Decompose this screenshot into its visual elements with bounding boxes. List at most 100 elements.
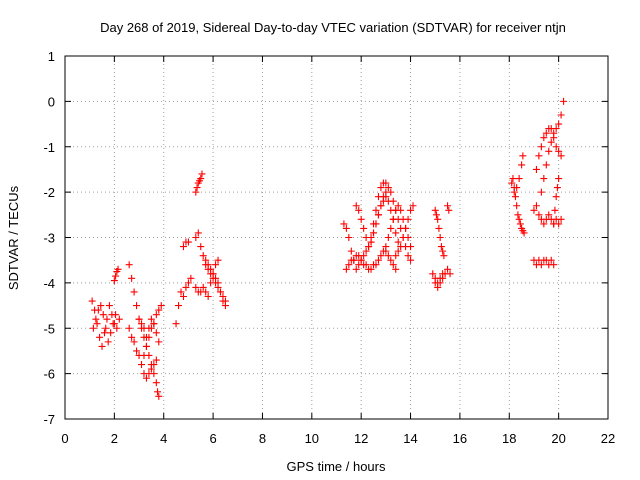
data-point-plus: [152, 329, 160, 337]
data-point-plus: [207, 265, 215, 273]
data-point-plus: [147, 365, 155, 373]
data-point-plus: [518, 161, 526, 169]
data-point-plus: [555, 147, 563, 155]
data-point-plus: [204, 261, 212, 269]
data-point-plus: [110, 277, 118, 285]
series-arc-7: [140, 302, 165, 359]
data-point-plus: [214, 256, 222, 264]
data-point-plus: [157, 302, 165, 310]
series-arc-26: [530, 256, 558, 269]
x-tick-label: 4: [160, 431, 167, 446]
data-point-plus: [545, 211, 553, 219]
data-point-plus: [199, 283, 207, 291]
data-point-plus: [197, 243, 205, 251]
data-point-plus: [551, 206, 559, 214]
data-point-plus: [112, 272, 120, 280]
series-arc-3: [110, 265, 122, 285]
data-point-plus: [516, 220, 524, 228]
data-point-plus: [357, 215, 365, 223]
data-point-plus: [342, 224, 350, 232]
data-point-plus: [99, 311, 107, 319]
data-point-plus: [197, 175, 205, 183]
data-point-plus: [392, 229, 400, 237]
data-point-plus: [382, 243, 390, 251]
data-point-plus: [115, 315, 123, 323]
data-point-plus: [510, 188, 518, 196]
x-tick-label: 0: [61, 431, 68, 446]
data-point-plus: [434, 215, 442, 223]
data-point-plus: [145, 333, 153, 341]
series-arc-9: [179, 238, 192, 251]
data-point-plus: [370, 229, 378, 237]
data-point-plus: [347, 247, 355, 255]
data-point-plus: [92, 315, 100, 323]
data-point-plus: [407, 206, 415, 214]
data-point-plus: [112, 311, 120, 319]
data-point-plus: [542, 161, 550, 169]
series-arc-2: [89, 302, 120, 346]
data-point-plus: [345, 234, 353, 241]
data-point-plus: [342, 265, 350, 273]
data-point-plus: [150, 320, 158, 328]
data-point-plus: [547, 138, 555, 146]
data-point-plus: [514, 211, 522, 219]
data-point-plus: [125, 261, 133, 269]
series-arc-10: [192, 170, 206, 196]
data-point-plus: [138, 361, 146, 369]
data-point-plus: [219, 297, 227, 305]
data-point-plus: [105, 302, 113, 310]
data-point-plus: [382, 179, 390, 187]
data-point-plus: [407, 256, 415, 264]
data-point-plus: [392, 265, 400, 273]
y-tick-label: 0: [48, 94, 55, 109]
data-point-plus: [394, 238, 402, 246]
data-point-plus: [560, 97, 568, 105]
x-tick-label: 20: [551, 431, 565, 446]
y-tick-label: -5: [43, 321, 55, 336]
x-axis-label: GPS time / hours: [287, 459, 386, 474]
data-point-plus: [152, 379, 160, 387]
series-arc-23: [444, 202, 453, 214]
data-point-plus: [513, 184, 521, 192]
data-point-plus: [436, 234, 444, 241]
data-point-plus: [365, 243, 373, 251]
data-point-plus: [207, 279, 215, 287]
data-point-plus: [377, 202, 385, 210]
data-point-plus: [370, 220, 378, 228]
data-point-plus: [394, 247, 402, 255]
data-point-plus: [182, 283, 190, 291]
data-point-plus: [193, 184, 201, 192]
data-point-plus: [192, 283, 200, 291]
data-point-plus: [532, 165, 540, 173]
data-point-plus: [530, 206, 538, 214]
data-point-plus: [184, 238, 192, 246]
data-point-plus: [355, 206, 363, 214]
y-tick-label: 1: [48, 49, 55, 64]
data-point-plus: [350, 256, 358, 264]
data-point-plus: [555, 120, 563, 128]
data-point-plus: [387, 256, 395, 264]
data-point-plus: [199, 252, 207, 260]
data-point-plus: [542, 129, 550, 137]
data-point-plus: [537, 261, 545, 269]
data-point-plus: [179, 243, 187, 251]
data-point-plus: [135, 315, 143, 323]
data-point-plus: [340, 220, 348, 228]
y-axis-ticks: 1 0 -1 -2 -3 -4 -5 -6 -7: [43, 49, 608, 427]
data-point-plus: [537, 143, 545, 151]
data-point-plus: [202, 288, 210, 296]
data-point-plus: [555, 175, 563, 183]
series-arc-24: [508, 175, 528, 237]
data-point-plus: [352, 202, 360, 210]
series-arc-15: [342, 247, 400, 273]
data-point-plus: [147, 315, 155, 323]
series-arc-22: [431, 274, 447, 291]
data-point-plus: [402, 224, 410, 232]
data-point-plus: [445, 206, 453, 214]
x-tick-label: 12: [354, 431, 368, 446]
data-point-plus: [345, 261, 353, 269]
data-point-plus: [221, 302, 229, 310]
data-point-plus: [429, 270, 437, 278]
data-point-plus: [130, 288, 138, 296]
